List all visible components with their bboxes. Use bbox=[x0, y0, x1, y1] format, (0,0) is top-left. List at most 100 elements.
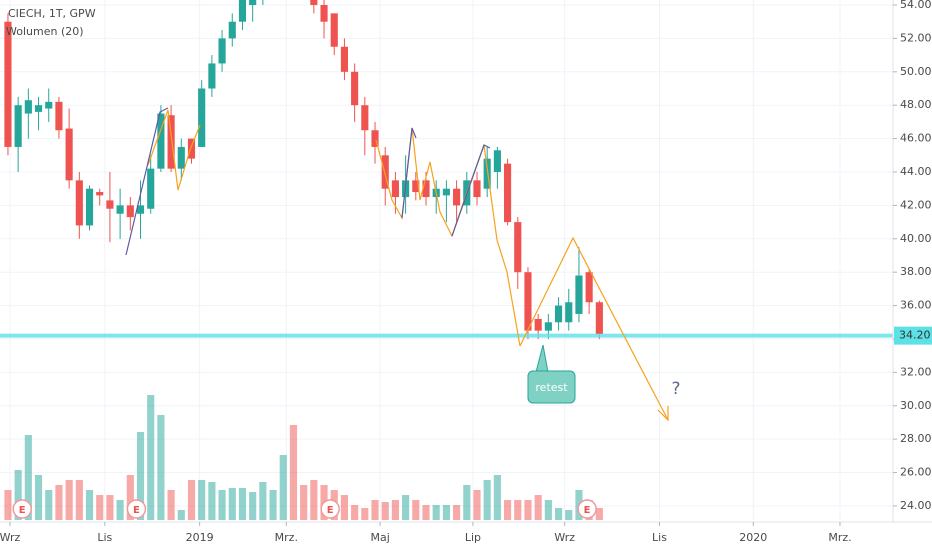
y-tick-label: 36.00 bbox=[900, 299, 932, 312]
candle-body bbox=[249, 0, 257, 6]
y-tick-label: 48.00 bbox=[900, 98, 932, 111]
volume-bar bbox=[269, 490, 277, 520]
volume-bar bbox=[4, 490, 12, 520]
volume-bar bbox=[391, 500, 399, 520]
volume-bar bbox=[259, 482, 267, 520]
candle-body bbox=[361, 105, 369, 131]
retest-callout: retest bbox=[527, 344, 576, 404]
candle-body bbox=[381, 155, 389, 189]
zigzag bbox=[125, 107, 169, 256]
candle-body bbox=[544, 322, 552, 331]
candle-body bbox=[85, 188, 94, 226]
question-mark: ? bbox=[671, 379, 680, 399]
earnings-marker bbox=[577, 499, 597, 519]
x-tick-label: Mrz. bbox=[828, 531, 851, 544]
y-tick-label: 24.00 bbox=[900, 499, 932, 512]
earnings-label: E bbox=[327, 505, 334, 516]
grid bbox=[0, 0, 893, 520]
volume-bar bbox=[157, 415, 165, 520]
volume-bar bbox=[34, 475, 43, 520]
volume-layer bbox=[4, 395, 603, 520]
volume-bar bbox=[177, 510, 185, 520]
earnings-label: E bbox=[133, 505, 140, 516]
candle-body bbox=[351, 71, 359, 106]
volume-bar bbox=[147, 395, 155, 520]
candle-body bbox=[504, 163, 512, 223]
volume-title: Wolumen (20) bbox=[6, 25, 84, 38]
candle-body bbox=[147, 168, 155, 209]
x-tick-label: Lip bbox=[465, 531, 481, 544]
zigzag bbox=[147, 109, 201, 191]
candle-body bbox=[585, 272, 593, 303]
volume-bar bbox=[85, 490, 94, 520]
volume-bar bbox=[463, 485, 471, 520]
volume-bar bbox=[565, 510, 573, 520]
volume-bar bbox=[96, 495, 104, 520]
volume-bar bbox=[45, 490, 53, 520]
candle-body bbox=[442, 188, 450, 196]
volume-bar bbox=[442, 505, 450, 520]
volume-bar bbox=[340, 495, 349, 520]
callout-text: retest bbox=[535, 381, 568, 394]
volume-bar bbox=[534, 495, 542, 520]
volume-bar bbox=[187, 480, 196, 520]
volume-bar bbox=[106, 495, 114, 520]
y-tick-label: 44.00 bbox=[900, 165, 932, 178]
volume-bar bbox=[238, 488, 247, 520]
zigzag bbox=[401, 127, 417, 219]
candle-body bbox=[187, 138, 196, 159]
chart-title: CIECH, 1T, GPW bbox=[8, 7, 96, 20]
candle-body bbox=[310, 0, 318, 6]
y-tick-label: 46.00 bbox=[900, 132, 932, 145]
candle-body bbox=[412, 180, 420, 193]
callout-pointer bbox=[535, 344, 549, 373]
y-tick-label: 28.00 bbox=[900, 432, 932, 445]
candle-body bbox=[218, 38, 226, 64]
candle-body bbox=[371, 130, 379, 147]
candle-body bbox=[524, 272, 532, 331]
earnings-marker bbox=[320, 499, 340, 519]
candle-body bbox=[136, 205, 145, 214]
volume-bar bbox=[228, 488, 236, 520]
y-tick-label: 32.00 bbox=[900, 365, 932, 378]
price-label-box bbox=[894, 326, 932, 345]
candle-body bbox=[565, 302, 573, 323]
volume-bar bbox=[453, 505, 461, 520]
candle-body bbox=[167, 115, 175, 169]
volume-bar bbox=[483, 480, 491, 520]
y-tick-label: 30.00 bbox=[900, 399, 932, 412]
volume-bar bbox=[65, 480, 73, 520]
candle-body bbox=[198, 88, 206, 147]
volume-bar bbox=[371, 500, 379, 520]
volume-bar bbox=[595, 508, 603, 520]
volume-bar bbox=[208, 482, 216, 520]
volume-bar bbox=[289, 425, 298, 520]
volume-bar bbox=[310, 480, 318, 520]
candle-body bbox=[126, 205, 134, 218]
candle-body bbox=[422, 180, 430, 198]
candle-body bbox=[340, 46, 349, 72]
candle-body bbox=[473, 180, 481, 198]
candle-body bbox=[493, 150, 501, 172]
x-tick-label: 2020 bbox=[739, 531, 767, 544]
x-tick-label: 2019 bbox=[186, 531, 214, 544]
candle-body bbox=[453, 188, 461, 206]
volume-bar bbox=[218, 490, 226, 520]
volume-bar bbox=[514, 500, 522, 520]
x-tick-label: Wrz bbox=[0, 531, 21, 544]
volume-bar bbox=[412, 500, 420, 520]
candle-body bbox=[45, 101, 53, 109]
volume-bar bbox=[493, 475, 501, 520]
earnings-marker bbox=[126, 499, 147, 519]
volume-bar bbox=[361, 508, 369, 520]
volume-bar bbox=[167, 490, 175, 520]
y-tick-label: 42.00 bbox=[900, 198, 932, 211]
callout-box bbox=[527, 370, 576, 404]
x-tick-label: Wrz bbox=[554, 531, 575, 544]
earnings-label: E bbox=[19, 505, 26, 516]
candle-body bbox=[34, 105, 43, 112]
y-tick-label: 38.00 bbox=[900, 265, 932, 278]
volume-bar bbox=[432, 505, 440, 520]
y-tick-label: 50.00 bbox=[900, 65, 932, 78]
